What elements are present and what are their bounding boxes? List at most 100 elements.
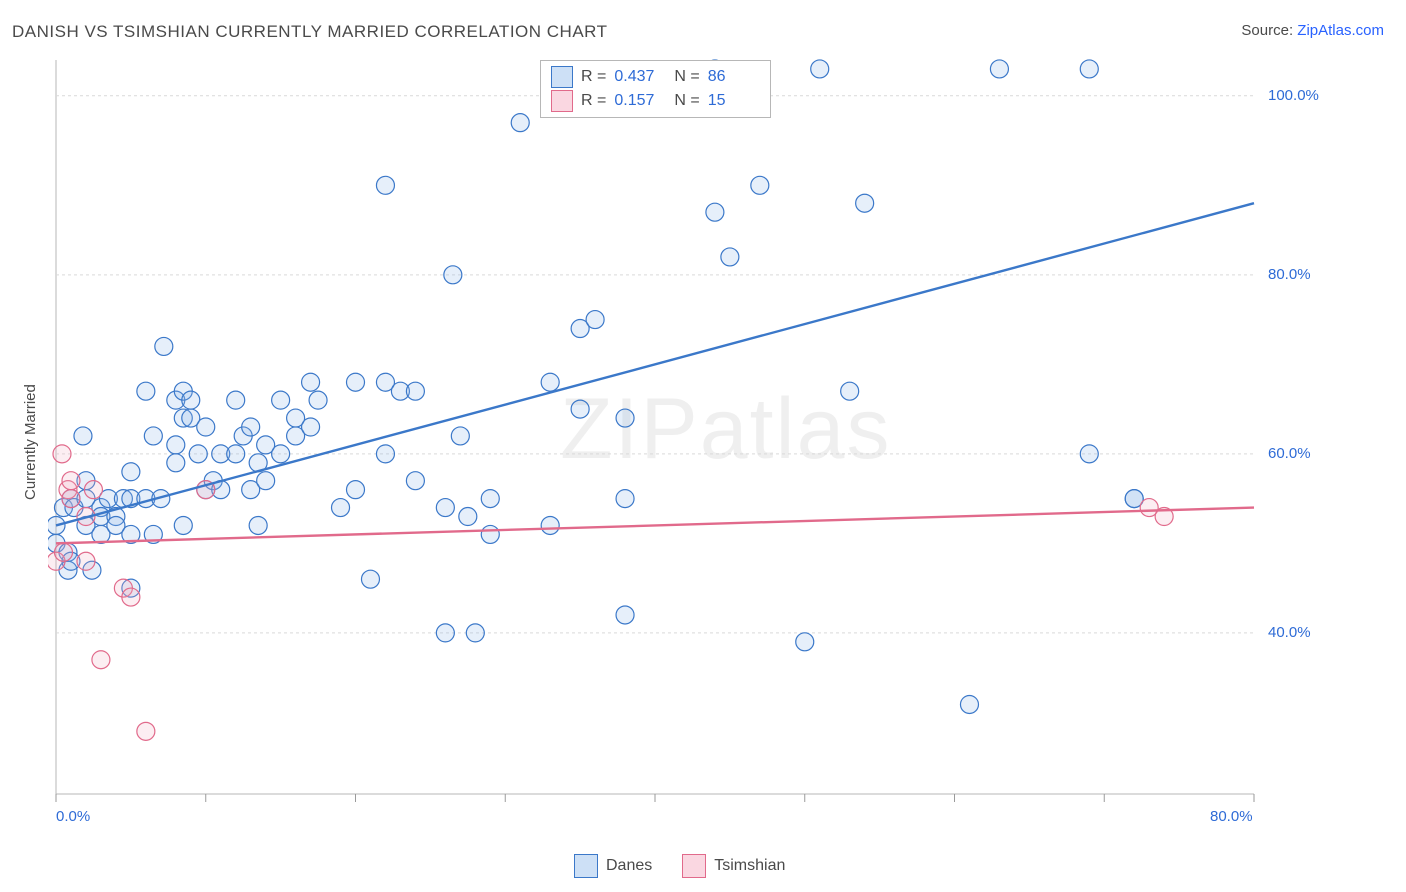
data-point xyxy=(466,624,484,642)
legend-r-value: 0.437 xyxy=(614,68,666,86)
chart-title: DANISH VS TSIMSHIAN CURRENTLY MARRIED CO… xyxy=(12,22,608,42)
data-point xyxy=(54,543,72,561)
legend-series-label: Tsimshian xyxy=(714,857,785,874)
data-point xyxy=(990,60,1008,78)
data-point xyxy=(451,427,469,445)
data-point xyxy=(459,508,477,526)
data-point xyxy=(571,400,589,418)
data-point xyxy=(706,203,724,221)
data-point xyxy=(541,373,559,391)
y-axis-label: Currently Married xyxy=(22,384,39,500)
data-point xyxy=(122,463,140,481)
data-point xyxy=(376,176,394,194)
data-point xyxy=(721,248,739,266)
legend-r-label: R = xyxy=(581,68,606,86)
legend-r-value: 0.157 xyxy=(614,92,666,110)
data-point xyxy=(841,382,859,400)
data-point xyxy=(347,373,365,391)
legend-swatch xyxy=(682,854,706,878)
source-link[interactable]: ZipAtlas.com xyxy=(1297,22,1384,39)
data-point xyxy=(257,472,275,490)
data-point xyxy=(122,588,140,606)
data-point xyxy=(242,418,260,436)
x-tick-label: 80.0% xyxy=(1210,808,1253,825)
data-point xyxy=(511,114,529,132)
data-point xyxy=(332,499,350,517)
data-point xyxy=(406,472,424,490)
legend-n-label: N = xyxy=(674,92,699,110)
y-tick-label: 80.0% xyxy=(1268,266,1311,283)
legend-n-value: 15 xyxy=(708,92,760,110)
data-point xyxy=(137,382,155,400)
trend-line xyxy=(56,203,1254,525)
data-point xyxy=(62,490,80,508)
data-point xyxy=(811,60,829,78)
data-point xyxy=(616,409,634,427)
data-point xyxy=(541,516,559,534)
y-tick-label: 60.0% xyxy=(1268,445,1311,462)
data-point xyxy=(616,606,634,624)
data-point xyxy=(167,436,185,454)
data-point xyxy=(227,445,245,463)
legend-item[interactable]: Danes xyxy=(574,854,652,878)
data-point xyxy=(92,651,110,669)
y-tick-label: 100.0% xyxy=(1268,87,1319,104)
data-point xyxy=(406,382,424,400)
data-point xyxy=(197,418,215,436)
data-point xyxy=(74,427,92,445)
data-point xyxy=(227,391,245,409)
data-point xyxy=(586,311,604,329)
data-point xyxy=(77,552,95,570)
data-point xyxy=(436,499,454,517)
data-point xyxy=(167,454,185,472)
legend-correlation: R = 0.437 N = 86 R = 0.157 N = 15 xyxy=(540,60,771,118)
data-point xyxy=(481,490,499,508)
data-point xyxy=(249,516,267,534)
source-credit: Source: ZipAtlas.com xyxy=(1241,22,1384,39)
x-tick-label: 0.0% xyxy=(56,808,90,825)
data-point xyxy=(960,695,978,713)
legend-item[interactable]: Tsimshian xyxy=(682,854,785,878)
data-point xyxy=(155,337,173,355)
data-point xyxy=(361,570,379,588)
legend-series: Danes Tsimshian xyxy=(574,854,785,878)
data-point xyxy=(481,525,499,543)
plot-area xyxy=(48,56,1334,826)
legend-swatch xyxy=(551,90,573,112)
data-point xyxy=(751,176,769,194)
trend-line xyxy=(56,508,1254,544)
data-point xyxy=(436,624,454,642)
data-point xyxy=(53,445,71,463)
data-point xyxy=(272,445,290,463)
data-point xyxy=(189,445,207,463)
legend-row: R = 0.437 N = 86 xyxy=(551,65,760,89)
legend-swatch xyxy=(574,854,598,878)
legend-row: R = 0.157 N = 15 xyxy=(551,89,760,113)
legend-n-label: N = xyxy=(674,68,699,86)
legend-r-label: R = xyxy=(581,92,606,110)
y-tick-label: 40.0% xyxy=(1268,624,1311,641)
data-point xyxy=(182,391,200,409)
data-point xyxy=(1080,60,1098,78)
data-point xyxy=(144,427,162,445)
data-point xyxy=(796,633,814,651)
scatter-plot-svg xyxy=(48,56,1334,826)
data-point xyxy=(174,516,192,534)
legend-n-value: 86 xyxy=(708,68,760,86)
data-point xyxy=(62,472,80,490)
data-point xyxy=(1080,445,1098,463)
data-point xyxy=(309,391,327,409)
data-point xyxy=(84,481,102,499)
data-point xyxy=(302,418,320,436)
legend-series-label: Danes xyxy=(606,857,652,874)
data-point xyxy=(272,391,290,409)
legend-swatch xyxy=(551,66,573,88)
data-point xyxy=(137,722,155,740)
data-point xyxy=(347,481,365,499)
data-point xyxy=(856,194,874,212)
data-point xyxy=(302,373,320,391)
data-point xyxy=(616,490,634,508)
data-point xyxy=(444,266,462,284)
data-point xyxy=(376,445,394,463)
source-label: Source: xyxy=(1241,22,1297,39)
